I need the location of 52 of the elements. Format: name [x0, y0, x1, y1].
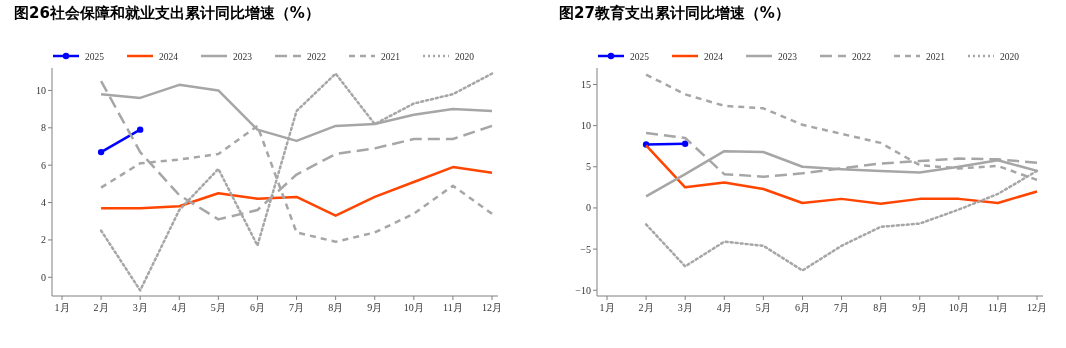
- x-tick-label: 11月: [988, 302, 1008, 313]
- legend-label: 2024: [159, 51, 179, 62]
- x-tick-label: 6月: [249, 302, 265, 313]
- x-tick-label: 12月: [482, 302, 502, 313]
- x-tick-label: 7月: [289, 302, 305, 313]
- y-tick-label: 0: [41, 271, 46, 283]
- legend-label: 2023: [778, 51, 798, 62]
- legend-label: 2021: [926, 51, 946, 62]
- legend-label: 2025: [85, 51, 105, 62]
- x-tick-label: 8月: [873, 302, 889, 313]
- y-tick-label: 5: [586, 161, 591, 173]
- x-tick-label: 3月: [132, 302, 148, 313]
- x-tick-label: 11月: [443, 302, 463, 313]
- legend-label: 2020: [455, 51, 475, 62]
- legend-label: 2024: [704, 51, 724, 62]
- line-series: [99, 165, 494, 217]
- legend-label: 2020: [1000, 51, 1020, 62]
- line-series: [99, 72, 494, 292]
- y-tick-label: 10: [581, 120, 591, 132]
- chart-title: 图27教育支出累计同比增速（%）: [559, 4, 790, 23]
- x-tick-label: 3月: [677, 302, 693, 313]
- legend-label: 2025: [630, 51, 650, 62]
- y-tick-label: 0: [586, 202, 591, 214]
- y-tick-label: 6: [41, 159, 46, 171]
- legend-label: 2023: [233, 51, 253, 62]
- x-tick-label: 1月: [54, 302, 70, 313]
- x-tick-label: 9月: [912, 302, 928, 313]
- chart-title: 图26社会保障和就业支出累计同比增速（%）: [14, 4, 320, 23]
- x-tick-label: 6月: [794, 302, 810, 313]
- y-tick-label: 10: [36, 84, 46, 96]
- y-tick-label: 8: [41, 122, 46, 134]
- x-tick-label: 5月: [755, 302, 771, 313]
- x-tick-label: 4月: [716, 302, 732, 313]
- x-tick-label: 4月: [171, 302, 187, 313]
- x-tick-label: 7月: [834, 302, 850, 313]
- y-tick-label: 2: [41, 234, 46, 246]
- x-tick-label: 10月: [948, 302, 969, 313]
- x-tick-label: 5月: [210, 302, 226, 313]
- x-tick-label: 2月: [93, 302, 109, 313]
- legend-label: 2022: [852, 51, 872, 62]
- y-tick-label: −5: [580, 243, 591, 255]
- x-tick-label: 2月: [638, 302, 654, 313]
- x-tick-label: 8月: [328, 302, 344, 313]
- x-tick-label: 12月: [1027, 302, 1047, 313]
- y-tick-label: 4: [41, 197, 46, 209]
- x-tick-label: 1月: [599, 302, 615, 313]
- x-tick-label: 10月: [403, 302, 424, 313]
- legend-label: 2021: [381, 51, 401, 62]
- x-tick-label: 9月: [367, 302, 383, 313]
- y-tick-label: −10: [575, 284, 591, 296]
- y-tick-label: 15: [581, 78, 591, 90]
- legend-label: 2022: [307, 51, 327, 62]
